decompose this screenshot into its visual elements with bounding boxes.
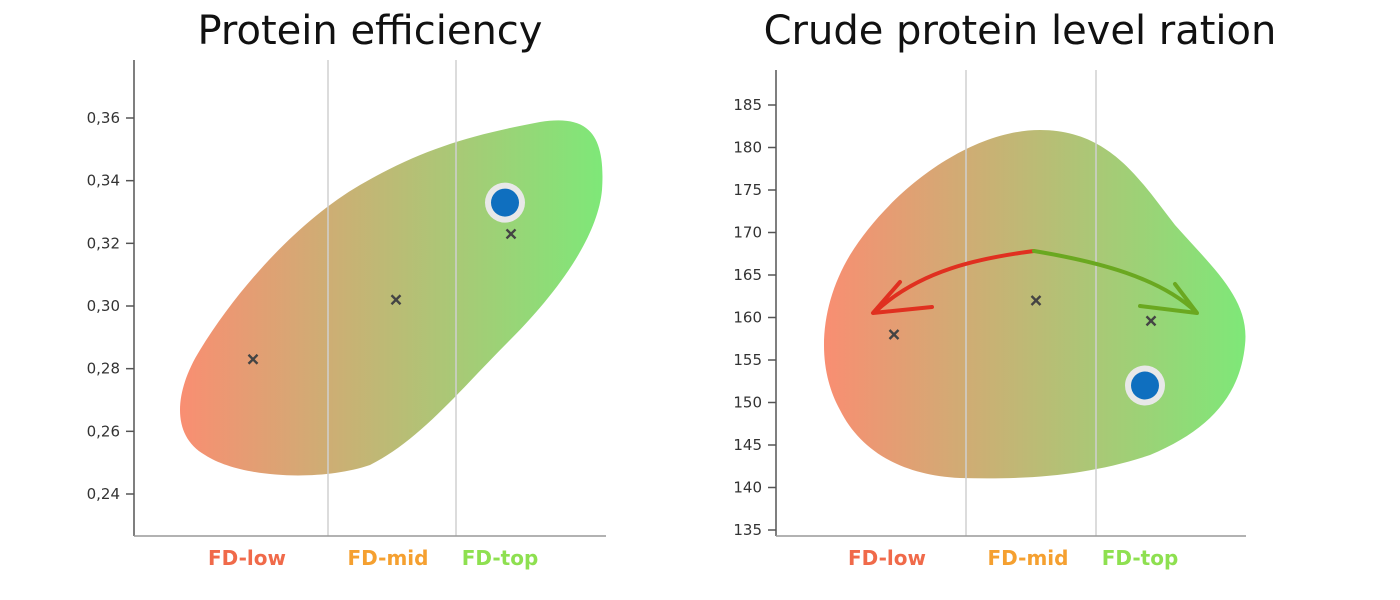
y-tick-label: 160 xyxy=(733,309,762,327)
y-tick-label: 135 xyxy=(733,521,762,539)
category-label-fd-low: FD-low xyxy=(208,546,286,570)
mean-marker-fd-low xyxy=(247,353,259,365)
crude-protein-chart: 135 140 145 150 155 160 165 170 175 180 185 FD-low… xyxy=(733,70,1246,570)
protein-efficiency-chart: 0,24 0,26 0,28 0,30 0,32 0,34 0,36 FD-low FD-mi… xyxy=(87,60,606,570)
y-tick-label: 0,28 xyxy=(87,360,120,378)
distribution-blob xyxy=(823,130,1246,479)
y-tick-label: 0,24 xyxy=(87,485,120,503)
chart-title-right: Crude protein level ration xyxy=(763,8,1277,54)
arrow-to-fd-top xyxy=(1032,249,1198,314)
y-tick-label: 0,30 xyxy=(87,297,120,315)
mean-marker-fd-mid xyxy=(390,294,402,306)
y-tick-label: 145 xyxy=(733,436,762,454)
y-tick-label: 140 xyxy=(733,479,762,497)
y-tick-label: 150 xyxy=(733,394,762,412)
category-label-fd-top: FD-top xyxy=(1102,546,1179,570)
y-tick-label: 185 xyxy=(733,96,762,114)
highlight-point xyxy=(491,188,519,217)
arrow-to-fd-low xyxy=(873,249,1036,314)
mean-marker-fd-low xyxy=(888,329,900,340)
category-label-fd-mid: FD-mid xyxy=(988,546,1069,570)
y-tick-label: 0,26 xyxy=(87,422,120,440)
y-tick-label: 165 xyxy=(733,266,762,284)
mean-marker-fd-top xyxy=(505,228,517,240)
y-tick-label: 170 xyxy=(733,224,762,242)
category-label-fd-low: FD-low xyxy=(848,546,926,570)
y-tick-label: 175 xyxy=(733,181,762,199)
y-tick-label: 0,32 xyxy=(87,234,120,252)
arrow-head-top xyxy=(1138,282,1199,315)
mean-marker-fd-top xyxy=(1145,315,1157,327)
arrow-head-low xyxy=(871,280,934,315)
category-label-fd-mid: FD-mid xyxy=(348,546,429,570)
category-label-fd-top: FD-top xyxy=(462,546,539,570)
chart-title-left: Protein efficiency xyxy=(197,8,543,54)
highlight-point xyxy=(1131,371,1159,400)
distribution-blob xyxy=(180,120,603,476)
y-tick-label: 0,34 xyxy=(87,172,120,190)
y-tick-label: 0,36 xyxy=(87,109,120,127)
y-tick-label: 155 xyxy=(733,351,762,369)
y-tick-label: 180 xyxy=(733,139,762,157)
mean-marker-fd-mid xyxy=(1030,295,1042,306)
